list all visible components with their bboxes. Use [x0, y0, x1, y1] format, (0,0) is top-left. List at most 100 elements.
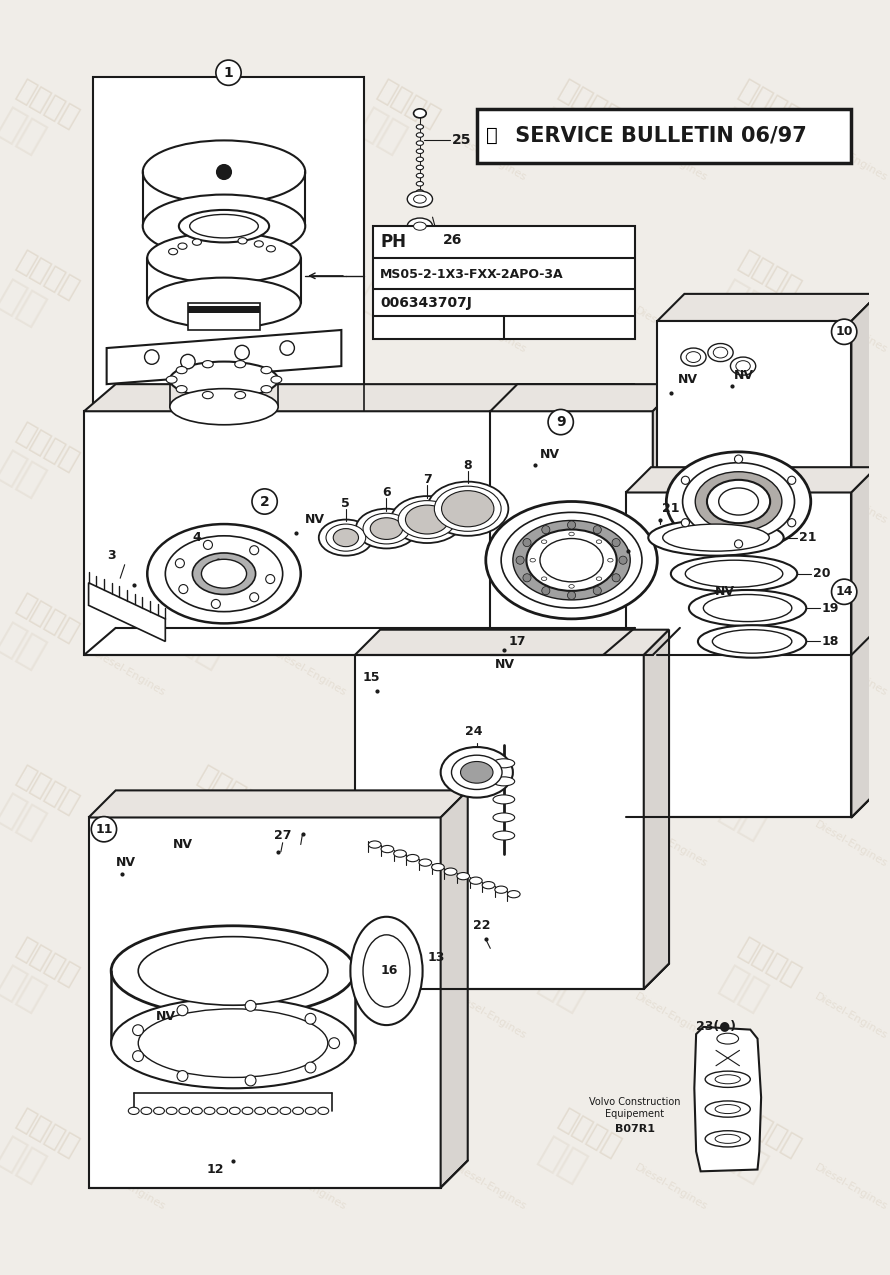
Text: NV: NV [305, 513, 325, 527]
Circle shape [305, 1014, 316, 1024]
Circle shape [594, 525, 602, 534]
Text: 006343707J: 006343707J [380, 296, 472, 310]
Circle shape [280, 340, 295, 356]
Circle shape [328, 1038, 340, 1048]
Text: MS05-2-1X3-FXX-2APO-3A: MS05-2-1X3-FXX-2APO-3A [380, 268, 563, 280]
Ellipse shape [419, 859, 432, 866]
Text: Diesel-Engines: Diesel-Engines [452, 134, 529, 184]
Text: 8: 8 [464, 459, 472, 472]
Text: B07R1: B07R1 [615, 1123, 655, 1133]
Text: Diesel-Engines: Diesel-Engines [633, 305, 709, 354]
Text: 紫发动力: 紫发动力 [373, 75, 445, 133]
Ellipse shape [363, 935, 410, 1007]
Text: 11: 11 [95, 822, 113, 835]
Text: NV: NV [174, 838, 193, 850]
Circle shape [619, 556, 627, 565]
Ellipse shape [351, 917, 423, 1025]
Ellipse shape [457, 872, 470, 880]
Text: Diesel-Engines: Diesel-Engines [271, 134, 348, 184]
Text: NV: NV [734, 368, 754, 381]
Circle shape [133, 1025, 143, 1035]
Ellipse shape [333, 529, 359, 547]
Ellipse shape [705, 1100, 750, 1117]
Circle shape [204, 541, 213, 550]
Text: 24: 24 [465, 725, 482, 738]
Text: 动力: 动力 [713, 446, 773, 502]
Circle shape [516, 556, 524, 565]
Ellipse shape [698, 625, 806, 658]
Text: 动力: 动力 [172, 275, 231, 332]
Circle shape [144, 349, 159, 365]
Ellipse shape [406, 505, 449, 534]
Text: Diesel-Engines: Diesel-Engines [633, 1163, 709, 1213]
Ellipse shape [217, 1107, 228, 1114]
Text: 紫发动力: 紫发动力 [554, 1104, 626, 1163]
Text: Diesel-Engines: Diesel-Engines [91, 820, 167, 870]
Text: Diesel-Engines: Diesel-Engines [91, 991, 167, 1040]
Text: 紫发动力: 紫发动力 [193, 247, 264, 305]
Ellipse shape [166, 536, 283, 612]
Circle shape [523, 574, 531, 581]
Text: 紫发动力: 紫发动力 [373, 418, 445, 476]
Ellipse shape [731, 357, 756, 375]
Ellipse shape [417, 149, 424, 153]
Ellipse shape [681, 348, 706, 366]
Text: 紫发动力: 紫发动力 [554, 590, 626, 648]
Ellipse shape [715, 1104, 740, 1113]
Ellipse shape [441, 747, 513, 798]
Ellipse shape [671, 556, 797, 592]
Text: Diesel-Engines: Diesel-Engines [271, 1163, 348, 1213]
Text: Volvo Construction: Volvo Construction [589, 1096, 681, 1107]
Text: 动力: 动力 [172, 1132, 231, 1188]
Ellipse shape [417, 125, 424, 129]
Text: 动力: 动力 [0, 789, 51, 845]
Ellipse shape [683, 463, 795, 541]
Ellipse shape [451, 755, 502, 789]
Ellipse shape [507, 891, 520, 898]
Ellipse shape [541, 539, 546, 543]
Circle shape [612, 538, 620, 547]
Ellipse shape [141, 1107, 152, 1114]
Bar [188, 303, 260, 330]
Ellipse shape [238, 237, 247, 244]
Ellipse shape [736, 361, 750, 371]
Ellipse shape [417, 181, 424, 186]
Ellipse shape [540, 538, 603, 581]
Circle shape [175, 558, 184, 567]
Bar [477, 108, 852, 163]
Text: 紫发动力: 紫发动力 [193, 418, 264, 476]
Ellipse shape [513, 520, 630, 601]
Ellipse shape [501, 513, 642, 608]
Text: 动力: 动力 [713, 1132, 773, 1188]
Polygon shape [852, 467, 877, 817]
Bar [188, 306, 260, 312]
Ellipse shape [493, 794, 514, 805]
Ellipse shape [408, 191, 433, 208]
Text: Diesel-Engines: Diesel-Engines [452, 648, 529, 697]
Text: 紫发动力: 紫发动力 [734, 761, 806, 819]
Text: 紫发动力: 紫发动力 [734, 247, 806, 305]
Ellipse shape [716, 1033, 739, 1044]
Text: 紫发动力: 紫发动力 [373, 761, 445, 819]
Ellipse shape [363, 514, 410, 544]
Polygon shape [84, 384, 635, 412]
Text: Diesel-Engines: Diesel-Engines [813, 648, 890, 697]
Text: Diesel-Engines: Diesel-Engines [91, 648, 167, 697]
Ellipse shape [192, 553, 255, 594]
Ellipse shape [319, 520, 373, 556]
Ellipse shape [142, 140, 305, 204]
Text: 12: 12 [206, 1163, 223, 1176]
Circle shape [734, 539, 742, 548]
Text: 动力: 动力 [172, 789, 231, 845]
Ellipse shape [179, 1107, 190, 1114]
Polygon shape [355, 630, 669, 655]
Ellipse shape [190, 214, 258, 238]
Circle shape [133, 1051, 143, 1062]
Text: Diesel-Engines: Diesel-Engines [452, 991, 529, 1040]
Bar [490, 412, 652, 655]
Polygon shape [89, 583, 166, 641]
Circle shape [682, 519, 690, 527]
Polygon shape [852, 293, 878, 655]
Ellipse shape [712, 630, 792, 653]
Text: 26: 26 [443, 233, 463, 247]
